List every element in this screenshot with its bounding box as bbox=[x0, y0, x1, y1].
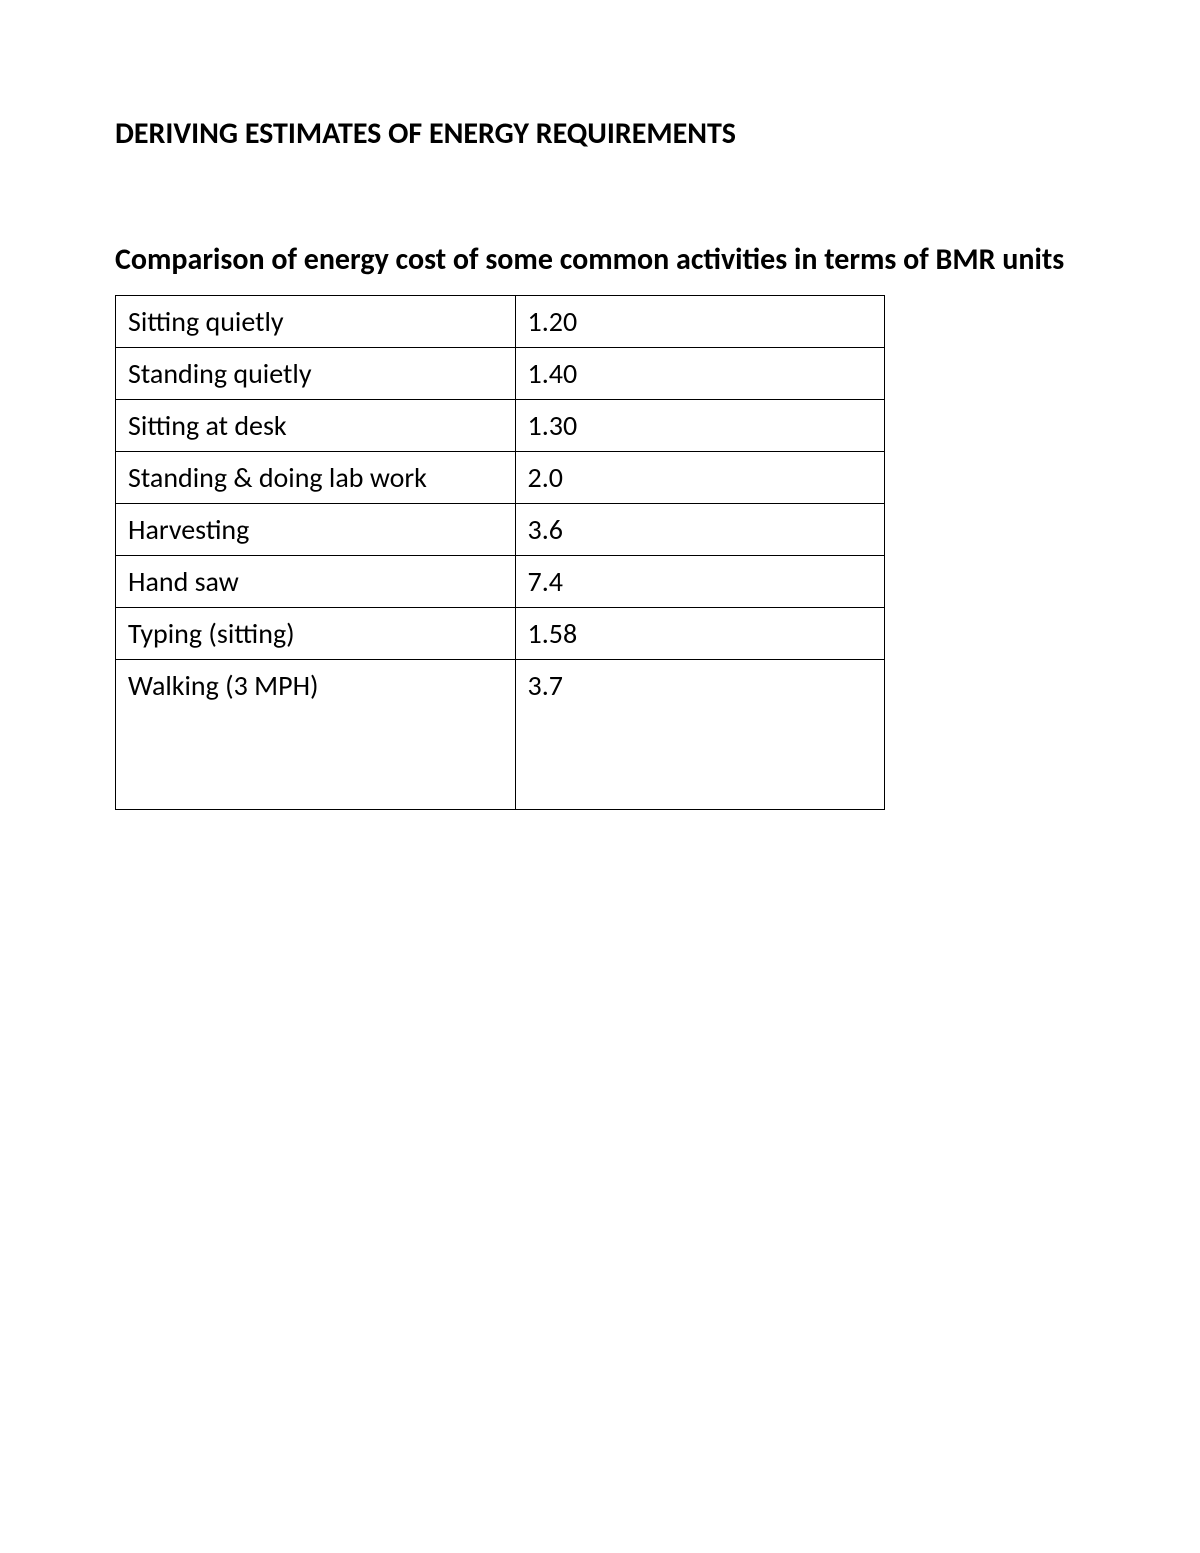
table-row: Standing quietly 1.40 bbox=[116, 347, 885, 399]
value-cell: 2.0 bbox=[515, 451, 884, 503]
activity-cell: Sitting at desk bbox=[116, 399, 516, 451]
table-row: Harvesting 3.6 bbox=[116, 503, 885, 555]
table-row: Typing (sitting) 1.58 bbox=[116, 607, 885, 659]
table-row: Standing & doing lab work 2.0 bbox=[116, 451, 885, 503]
table-row: Sitting quietly 1.20 bbox=[116, 295, 885, 347]
activity-cell: Walking (3 MPH) bbox=[116, 659, 516, 809]
value-cell: 3.7 bbox=[515, 659, 884, 809]
value-cell: 1.30 bbox=[515, 399, 884, 451]
activity-cell: Hand saw bbox=[116, 555, 516, 607]
value-cell: 3.6 bbox=[515, 503, 884, 555]
table-row: Walking (3 MPH) 3.7 bbox=[116, 659, 885, 809]
activity-table: Sitting quietly 1.20 Standing quietly 1.… bbox=[115, 295, 885, 810]
activity-cell: Harvesting bbox=[116, 503, 516, 555]
value-cell: 1.58 bbox=[515, 607, 884, 659]
table-row: Hand saw 7.4 bbox=[116, 555, 885, 607]
activity-cell: Typing (sitting) bbox=[116, 607, 516, 659]
page-title: DERIVING ESTIMATES OF ENERGY REQUIREMENT… bbox=[115, 115, 1085, 152]
value-cell: 1.40 bbox=[515, 347, 884, 399]
activity-cell: Sitting quietly bbox=[116, 295, 516, 347]
activity-cell: Standing quietly bbox=[116, 347, 516, 399]
value-cell: 1.20 bbox=[515, 295, 884, 347]
table-row: Sitting at desk 1.30 bbox=[116, 399, 885, 451]
activity-cell: Standing & doing lab work bbox=[116, 451, 516, 503]
table-caption: Comparison of energy cost of some common… bbox=[115, 240, 1085, 281]
value-cell: 7.4 bbox=[515, 555, 884, 607]
